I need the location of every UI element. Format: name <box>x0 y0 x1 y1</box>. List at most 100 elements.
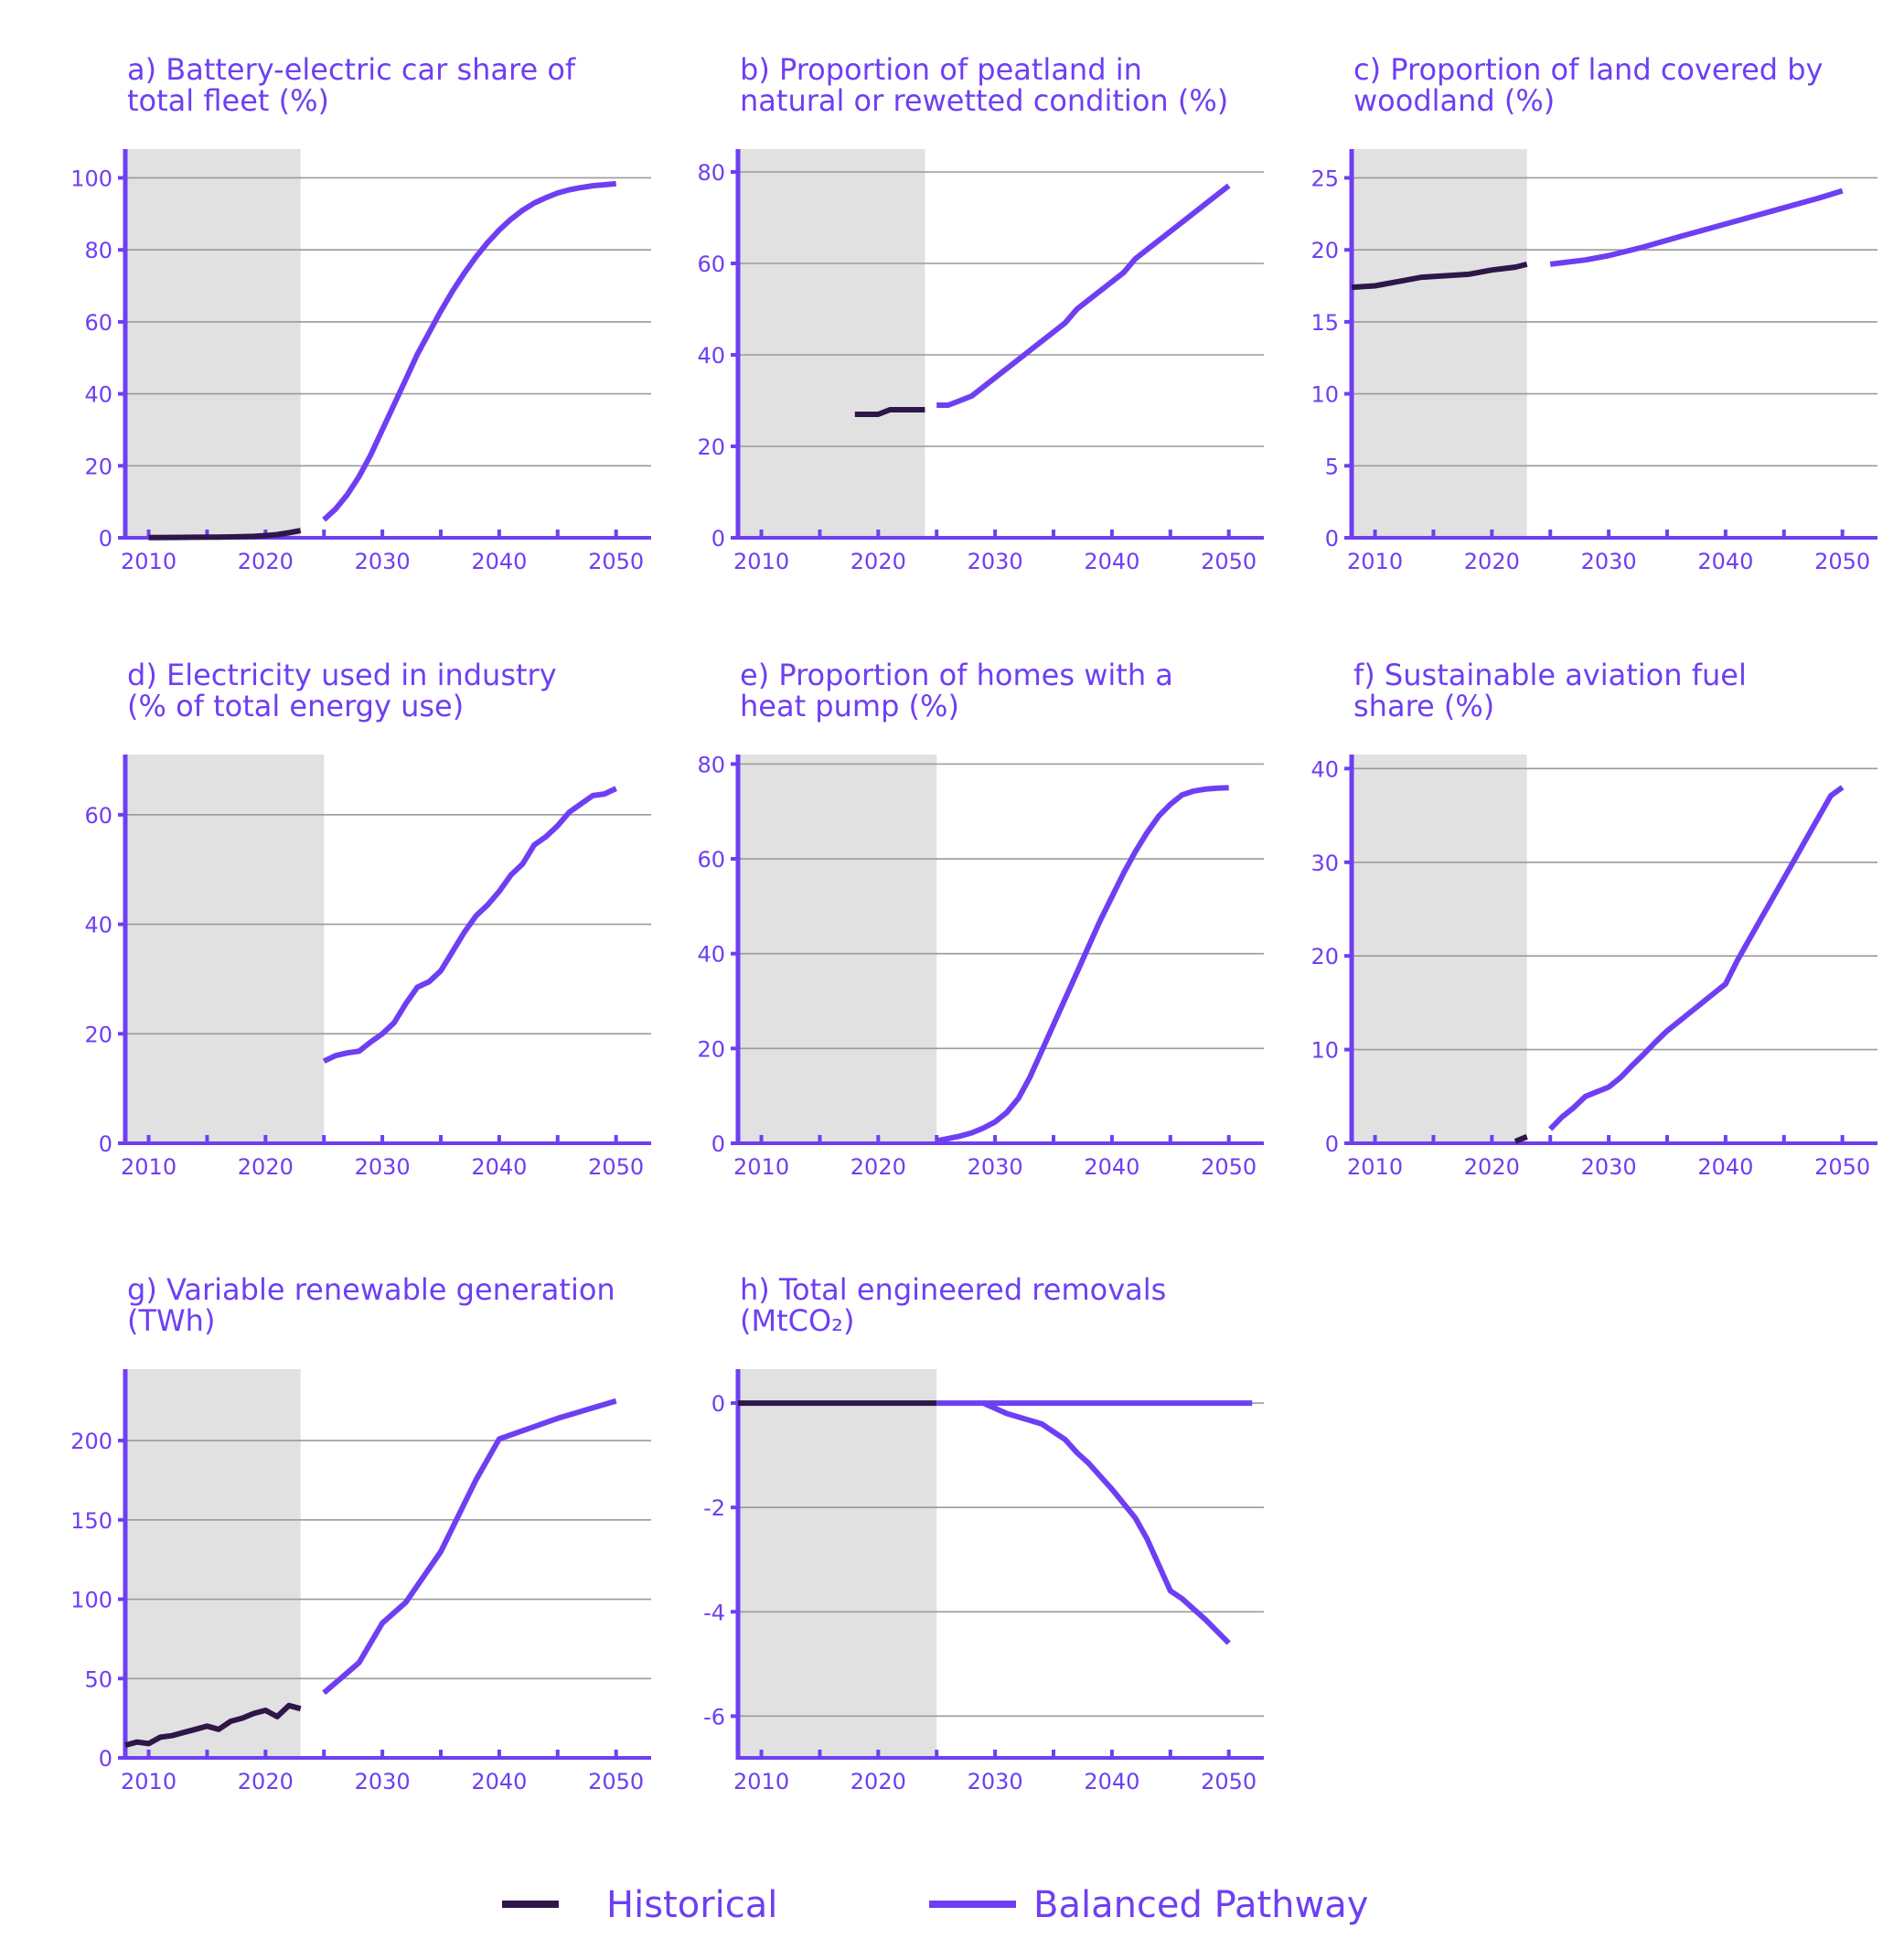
historical-period-shade <box>1352 149 1527 538</box>
x-tick-label: 2010 <box>733 1769 789 1794</box>
y-tick-label: 0 <box>711 1391 725 1417</box>
x-tick-label: 2040 <box>1697 549 1753 574</box>
y-tick-label: 200 <box>70 1429 112 1454</box>
y-tick-label: 60 <box>84 803 112 829</box>
legend: Historical Balanced Pathway <box>502 1884 1368 1926</box>
x-tick-label: 2050 <box>588 1154 644 1180</box>
x-tick-label: 2030 <box>1581 1154 1637 1180</box>
panel-title-line: h) Total engineered removals <box>740 1272 1166 1307</box>
y-tick-label: -6 <box>703 1704 725 1730</box>
x-tick-label: 2050 <box>1201 1769 1257 1794</box>
x-tick-label: 2020 <box>1464 1154 1520 1180</box>
y-tick-label: 20 <box>84 1022 112 1047</box>
x-tick-label: 2050 <box>1201 1154 1257 1180</box>
legend-label-historical: Historical <box>606 1884 777 1926</box>
y-tick-label: 0 <box>99 526 112 552</box>
x-tick-label: 2040 <box>471 549 527 574</box>
historical-period-shade <box>125 149 301 538</box>
balanced-pathway-line <box>1548 785 1845 1131</box>
panel-title-line: e) Proportion of homes with a <box>740 658 1173 692</box>
historical-period-shade <box>1352 755 1527 1143</box>
x-tick-label: 2040 <box>471 1769 527 1794</box>
y-tick-label: 20 <box>697 434 725 460</box>
balanced-pathway-line <box>936 785 1229 1144</box>
historical-period-shade <box>738 755 937 1143</box>
x-tick-label: 2010 <box>121 1154 176 1180</box>
panel-title-line: share (%) <box>1353 689 1494 723</box>
x-tick-label: 2030 <box>968 1769 1023 1794</box>
panel-title-line: woodland (%) <box>1353 83 1555 118</box>
historical-period-shade <box>738 149 925 538</box>
x-tick-label: 2050 <box>1814 549 1870 574</box>
panel-d: d) Electricity used in industry(% of tot… <box>84 658 651 1180</box>
x-tick-label: 2020 <box>1464 549 1520 574</box>
y-tick-label: 40 <box>84 382 112 408</box>
x-tick-label: 2020 <box>238 1154 294 1180</box>
y-tick-label: 0 <box>99 1746 112 1772</box>
balanced-pathway-line <box>322 786 617 1064</box>
y-tick-label: 5 <box>1325 454 1339 479</box>
historical-line <box>854 407 925 417</box>
y-tick-label: 0 <box>711 526 725 552</box>
panel-title-line: (TWh) <box>127 1303 215 1338</box>
y-tick-label: 50 <box>84 1666 112 1692</box>
x-tick-label: 2050 <box>588 549 644 574</box>
y-tick-label: 100 <box>70 166 112 191</box>
y-tick-label: 60 <box>84 310 112 336</box>
x-tick-label: 2010 <box>733 1154 789 1180</box>
historical-period-shade <box>738 1369 937 1758</box>
y-tick-label: 40 <box>84 913 112 938</box>
x-tick-label: 2040 <box>1084 1769 1139 1794</box>
y-tick-label: 20 <box>697 1036 725 1062</box>
x-tick-label: 2040 <box>1084 1154 1139 1180</box>
y-tick-label: 80 <box>697 752 725 777</box>
panel-title-line: a) Battery-electric car share of <box>127 52 576 87</box>
panel-title-line: natural or rewetted condition (%) <box>740 83 1228 118</box>
panel-title-line: f) Sustainable aviation fuel <box>1353 658 1747 692</box>
x-tick-label: 2030 <box>355 1154 411 1180</box>
panel-title-line: b) Proportion of peatland in <box>740 52 1142 87</box>
historical-line <box>124 1702 302 1748</box>
x-tick-label: 2050 <box>588 1769 644 1794</box>
x-tick-label: 2030 <box>968 549 1023 574</box>
y-tick-label: 40 <box>697 942 725 968</box>
y-tick-label: 0 <box>1325 1131 1339 1157</box>
panel-h: h) Total engineered removals(MtCO₂) 0 -2 -4… <box>703 1272 1264 1794</box>
y-tick-label: -2 <box>703 1495 725 1521</box>
x-tick-label: 2040 <box>471 1154 527 1180</box>
y-tick-label: 0 <box>711 1131 725 1157</box>
balanced-pathway-line <box>936 183 1231 408</box>
y-tick-label: 40 <box>1310 756 1339 782</box>
y-tick-label: 80 <box>697 160 725 186</box>
panel-title-line: (% of total energy use) <box>127 689 464 723</box>
x-tick-label: 2010 <box>121 1769 176 1794</box>
panel-title-line: heat pump (%) <box>740 689 959 723</box>
panel-title-line: total fleet (%) <box>127 83 329 118</box>
historical-line <box>148 528 302 541</box>
y-tick-label: 30 <box>1310 851 1339 876</box>
x-tick-label: 2040 <box>1084 549 1139 574</box>
x-tick-label: 2030 <box>1581 549 1637 574</box>
x-tick-label: 2010 <box>1347 549 1403 574</box>
panel-title-line: (MtCO₂) <box>740 1303 854 1338</box>
y-tick-label: 60 <box>697 847 725 873</box>
y-tick-label: 10 <box>1310 1038 1339 1064</box>
y-tick-label: 10 <box>1310 382 1339 408</box>
balanced-pathway-line <box>322 180 616 522</box>
historical-period-shade <box>125 755 325 1143</box>
y-tick-label: 40 <box>697 343 725 369</box>
y-tick-label: 15 <box>1310 310 1339 336</box>
y-tick-label: 100 <box>70 1588 112 1613</box>
x-tick-label: 2050 <box>1201 549 1257 574</box>
x-tick-label: 2020 <box>850 1154 906 1180</box>
balanced-pathway-line <box>322 1398 617 1696</box>
y-tick-label: 60 <box>697 252 725 277</box>
panel-title-line: g) Variable renewable generation <box>127 1272 615 1307</box>
historical-line <box>1514 1134 1528 1144</box>
legend-label-balanced: Balanced Pathway <box>1033 1884 1368 1926</box>
x-tick-label: 2030 <box>355 549 411 574</box>
panel-title-line: d) Electricity used in industry <box>127 658 557 692</box>
